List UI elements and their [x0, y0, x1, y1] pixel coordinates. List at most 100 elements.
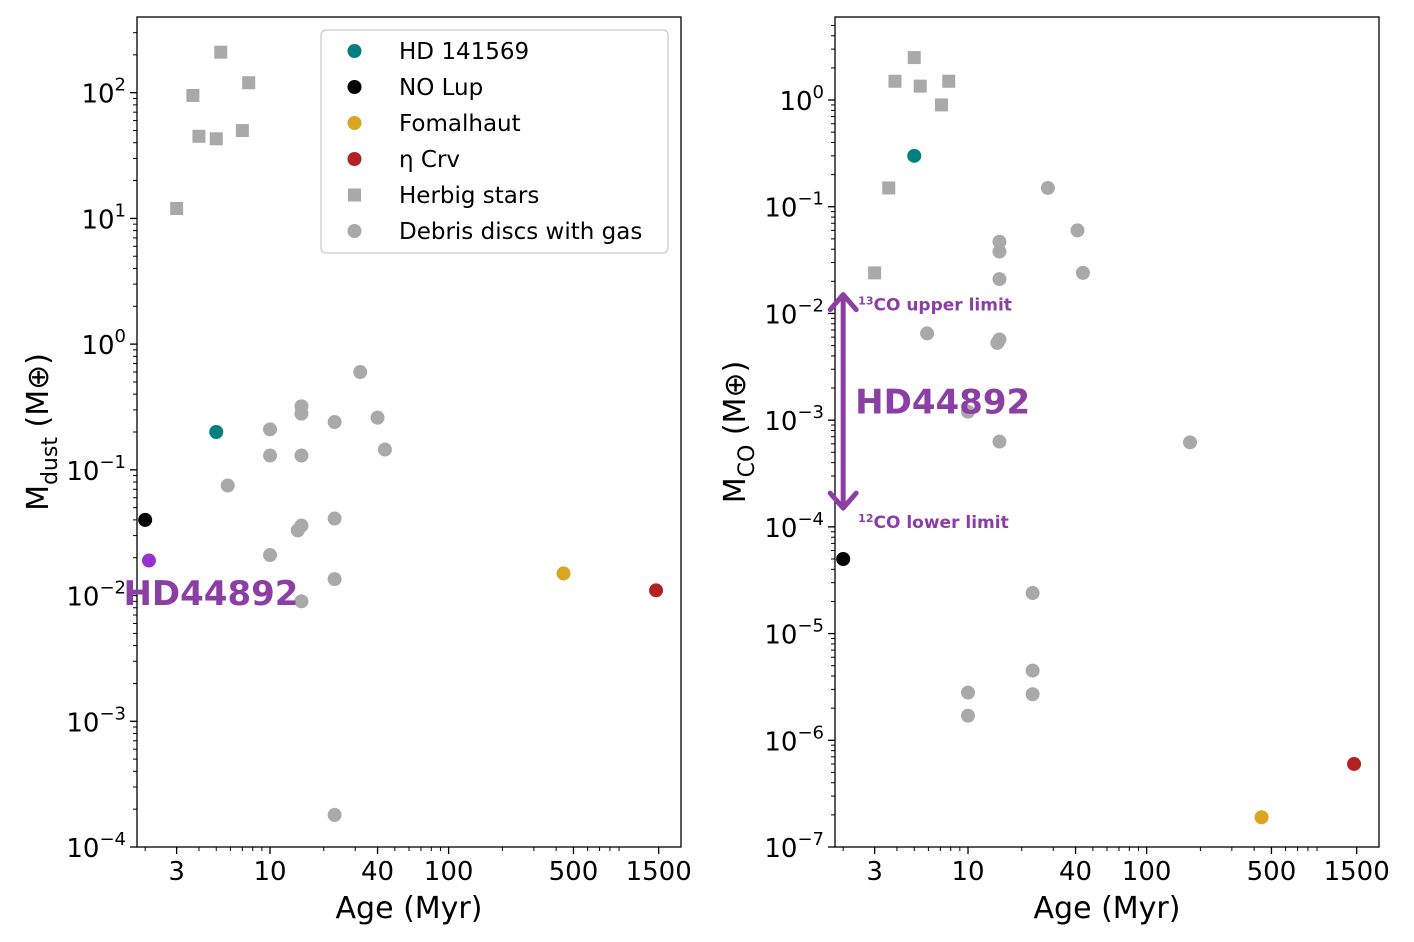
- series-hd-141569: [209, 425, 224, 439]
- x-tick-label: 10: [253, 857, 286, 887]
- data-point-circle: [377, 442, 392, 457]
- series-fomalhaut: [1254, 810, 1269, 825]
- data-point-square: [934, 98, 948, 112]
- data-point-circle: [649, 583, 664, 598]
- series-herbig-stars: [170, 45, 256, 215]
- x-tick-label: 500: [549, 857, 599, 887]
- data-point-square: [882, 181, 896, 195]
- legend-label-fomalhaut: Fomalhaut: [399, 111, 521, 137]
- data-point-square: [186, 88, 200, 102]
- panel-left-dust-mass: 3 10 40 100 500 1500 10−4 10−3 10−2 10−1 100 101 102…: [21, 16, 692, 926]
- data-point-circle: [992, 234, 1007, 249]
- x-tick-label: 1500: [1324, 857, 1390, 887]
- data-point-square: [868, 266, 882, 280]
- series-debris-discs-with-gas: [220, 365, 392, 822]
- legend-label-debris-discs-with-gas: Debris discs with gas: [399, 219, 642, 245]
- data-point-circle: [961, 685, 976, 700]
- legend: HD 141569 NO Lup Fomalhaut η Crv Herbig star…: [320, 29, 669, 254]
- data-point-circle: [1070, 223, 1085, 238]
- y-tick-label: 10−7: [764, 829, 824, 864]
- series-crv: [1347, 756, 1362, 771]
- data-point-circle: [920, 326, 935, 341]
- x-tick-label: 10: [951, 857, 984, 887]
- data-point-circle: [992, 244, 1007, 259]
- data-point-square: [209, 132, 223, 146]
- data-point-circle: [1254, 810, 1269, 825]
- x-tick-label: 3: [866, 857, 883, 887]
- series-herbig-stars: [868, 51, 956, 280]
- data-point-square: [242, 76, 256, 90]
- data-point-circle: [1075, 265, 1090, 280]
- series-debris-discs-with-gas: [920, 180, 1198, 723]
- data-point-circle: [556, 566, 571, 581]
- legend-box: [320, 29, 669, 254]
- y-tick-label: 10−2: [764, 295, 824, 330]
- x-tick-label: 100: [1122, 857, 1172, 887]
- data-point-circle: [961, 708, 976, 723]
- y-tick-label: 10−4: [764, 509, 824, 544]
- y-tick-label: 10−4: [66, 829, 126, 864]
- data-point-circle: [1025, 663, 1040, 678]
- x-tick-label: 40: [1059, 857, 1092, 887]
- y-axis-label: MCO (M⊕): [718, 361, 760, 504]
- data-point-circle: [294, 594, 309, 609]
- x-tick-label: 1500: [626, 857, 692, 887]
- legend-label-hd-141569: HD 141569: [399, 39, 529, 65]
- data-point-square: [907, 51, 921, 65]
- data-point-square: [170, 201, 184, 215]
- legend-marker-square: [348, 188, 361, 202]
- data-point-square: [913, 79, 927, 93]
- data-point-circle: [1183, 435, 1198, 450]
- data-point-circle: [327, 807, 342, 822]
- data-point-circle: [327, 572, 342, 587]
- data-point-circle: [294, 406, 309, 421]
- x-axis-label: Age (Myr): [1034, 891, 1181, 926]
- data-point-circle: [1025, 687, 1040, 702]
- legend-label-no-lup: NO Lup: [399, 75, 483, 101]
- series-hd44892: [141, 553, 156, 568]
- y-tick-label: 102: [81, 75, 126, 110]
- y-tick-label: 100: [779, 82, 824, 117]
- data-point-circle: [263, 422, 278, 437]
- y-axis-label: Mdust (M⊕): [21, 353, 63, 511]
- y-tick-label: 10−3: [764, 402, 824, 437]
- legend-label-herbig-stars: Herbig stars: [399, 183, 539, 209]
- annotation-hd44892: HD44892: [855, 382, 1030, 422]
- x-tick-label: 100: [424, 857, 474, 887]
- data-point-circle: [263, 448, 278, 463]
- data-point-circle: [1025, 586, 1040, 601]
- range-arrow-hd44892: HD44892 13CO upper limit 12CO lower limit: [827, 292, 1030, 533]
- data-point-circle: [209, 425, 224, 439]
- data-point-circle: [1347, 756, 1362, 771]
- y-tick-label: 10−2: [66, 578, 126, 613]
- data-point-circle: [961, 404, 976, 419]
- data-point-circle: [992, 434, 1007, 449]
- data-point-circle: [992, 272, 1007, 287]
- legend-marker-circle: [347, 224, 362, 238]
- data-point-circle: [1040, 180, 1055, 195]
- series-crv: [649, 583, 664, 598]
- series-no-lup: [836, 551, 851, 566]
- data-point-square: [942, 74, 956, 88]
- data-point-square: [888, 74, 902, 88]
- data-point-circle: [370, 410, 385, 425]
- y-tick-label: 100: [81, 326, 126, 361]
- data-point-circle: [327, 511, 342, 526]
- data-point-square: [214, 45, 228, 59]
- y-tick-label: 10−5: [764, 616, 824, 651]
- data-point-circle: [907, 148, 922, 163]
- data-point-circle: [836, 551, 851, 566]
- data-point-square: [192, 129, 206, 143]
- series-fomalhaut: [556, 566, 571, 581]
- range-arrow-head-down: [827, 490, 859, 511]
- legend-marker-circle: [347, 44, 362, 58]
- x-tick-label: 500: [1247, 857, 1297, 887]
- plot-frame: [834, 16, 1380, 848]
- x-tick-label: 3: [168, 857, 185, 887]
- lower-limit-label: 12CO lower limit: [858, 512, 1009, 533]
- data-point-circle: [141, 553, 156, 568]
- data-point-circle: [220, 478, 235, 493]
- data-point-circle: [263, 548, 278, 563]
- data-point-circle: [294, 518, 309, 533]
- legend-marker-circle: [347, 116, 362, 130]
